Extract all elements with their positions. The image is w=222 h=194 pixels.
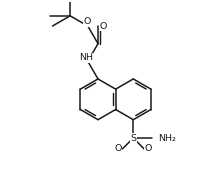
Text: S: S bbox=[131, 133, 137, 143]
Text: O: O bbox=[115, 144, 122, 153]
Text: O: O bbox=[100, 22, 107, 31]
Text: NH: NH bbox=[79, 53, 93, 62]
Text: O: O bbox=[84, 17, 91, 26]
Text: NH₂: NH₂ bbox=[158, 133, 176, 143]
Text: O: O bbox=[145, 144, 152, 153]
